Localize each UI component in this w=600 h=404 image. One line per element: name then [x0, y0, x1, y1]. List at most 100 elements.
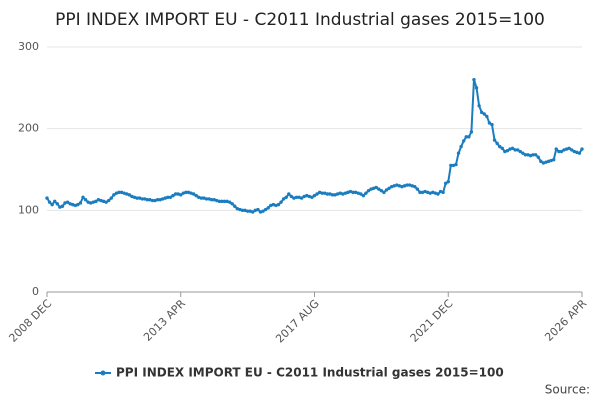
point	[387, 186, 391, 190]
point	[109, 196, 114, 200]
point	[500, 146, 504, 150]
point	[47, 200, 52, 204]
point	[119, 190, 124, 195]
point	[374, 185, 378, 190]
point	[428, 191, 432, 195]
point	[302, 194, 306, 199]
legend-marker	[100, 370, 106, 376]
point	[143, 197, 147, 201]
point	[456, 151, 461, 155]
point	[45, 196, 49, 200]
point	[292, 196, 296, 200]
point	[305, 193, 309, 198]
point	[400, 184, 404, 189]
point	[181, 191, 186, 195]
point	[71, 202, 75, 207]
point	[570, 148, 574, 152]
point	[323, 191, 327, 195]
point	[446, 180, 450, 184]
point	[552, 158, 556, 162]
point	[503, 149, 507, 154]
point	[114, 191, 119, 195]
point	[243, 208, 247, 213]
point	[310, 195, 314, 199]
legend-label: PPI INDEX IMPORT EU - C2011 Industrial g…	[116, 366, 504, 380]
point	[58, 205, 62, 209]
point	[335, 192, 340, 196]
point	[338, 191, 342, 195]
point	[161, 197, 165, 201]
point	[63, 201, 67, 205]
x-tick-label: 2021 DEC	[408, 297, 456, 345]
point	[346, 190, 350, 195]
point	[330, 193, 335, 197]
point	[130, 194, 134, 199]
point	[521, 151, 525, 155]
point	[454, 162, 458, 167]
point	[50, 202, 54, 207]
point	[438, 189, 443, 194]
point	[382, 190, 386, 195]
point	[284, 195, 288, 199]
point	[508, 147, 512, 151]
point	[83, 198, 88, 202]
point	[487, 121, 492, 125]
point	[436, 192, 440, 196]
point	[256, 207, 260, 212]
point	[153, 198, 157, 203]
point	[60, 204, 65, 208]
point	[163, 196, 168, 200]
point	[485, 114, 489, 119]
point	[351, 190, 355, 195]
point	[564, 147, 569, 151]
point	[441, 190, 445, 195]
point	[227, 200, 232, 204]
point	[415, 187, 420, 191]
point	[137, 196, 142, 200]
point	[433, 191, 438, 195]
point	[320, 191, 324, 195]
point	[425, 190, 430, 195]
point	[353, 190, 358, 195]
point	[379, 189, 384, 193]
point	[497, 144, 502, 149]
point	[81, 195, 85, 199]
point	[65, 200, 70, 204]
point	[341, 192, 345, 196]
point	[289, 194, 294, 199]
point	[202, 196, 206, 200]
point	[168, 195, 173, 199]
point	[410, 184, 414, 188]
point	[251, 210, 255, 214]
point	[55, 202, 59, 206]
point	[523, 153, 528, 157]
point	[474, 86, 479, 90]
point	[230, 202, 234, 206]
point	[515, 148, 520, 152]
point	[431, 190, 435, 195]
point	[459, 144, 463, 149]
point	[384, 188, 389, 192]
point	[104, 200, 108, 204]
point	[287, 192, 291, 196]
point	[91, 200, 95, 204]
point	[348, 189, 353, 194]
point	[307, 194, 312, 199]
point	[536, 155, 540, 159]
point	[343, 191, 348, 195]
y-tick-label: 200	[18, 122, 39, 135]
point	[179, 193, 183, 197]
point	[207, 197, 211, 201]
point	[361, 193, 366, 198]
point	[461, 139, 466, 143]
x-tick-label: 2013 APR	[141, 297, 188, 344]
y-tick-label: 0	[32, 285, 39, 298]
point	[107, 198, 111, 203]
point	[371, 186, 376, 190]
point	[238, 207, 242, 212]
point	[212, 198, 216, 202]
point	[418, 190, 422, 195]
point	[191, 192, 196, 196]
y-tick-label: 300	[18, 40, 39, 53]
point	[135, 196, 139, 200]
